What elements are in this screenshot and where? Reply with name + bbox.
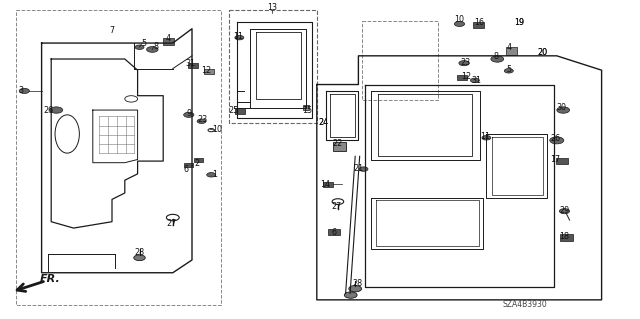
Text: 30: 30 [557, 103, 567, 112]
Text: 10: 10 [454, 15, 465, 24]
Text: 24: 24 [318, 118, 328, 127]
Text: 13: 13 [267, 4, 277, 12]
Text: SZA4B3930: SZA4B3930 [502, 300, 547, 309]
Text: 31: 31 [186, 59, 196, 68]
Circle shape [50, 107, 63, 113]
FancyBboxPatch shape [204, 69, 214, 74]
Circle shape [504, 69, 513, 73]
Text: 6: 6 [183, 165, 188, 174]
Circle shape [19, 88, 29, 93]
Circle shape [184, 112, 194, 117]
Text: 27: 27 [166, 219, 177, 228]
Bar [560, 234, 573, 241]
Text: 31: 31 [472, 76, 482, 85]
Circle shape [235, 35, 244, 40]
Text: 29: 29 [559, 206, 570, 215]
Text: 5: 5 [506, 65, 511, 74]
Text: 9: 9 [186, 109, 191, 118]
Circle shape [559, 209, 570, 214]
Text: 21: 21 [353, 164, 364, 173]
Text: 1: 1 [212, 170, 217, 179]
Text: 11: 11 [233, 32, 243, 41]
Bar [457, 75, 467, 80]
Circle shape [454, 21, 465, 26]
Circle shape [166, 214, 179, 221]
Circle shape [147, 47, 158, 52]
Circle shape [359, 167, 368, 171]
Text: 17: 17 [550, 155, 561, 164]
Text: 4: 4 [506, 43, 511, 52]
Bar [556, 158, 568, 164]
Text: 11: 11 [480, 132, 490, 141]
Text: 8: 8 [493, 52, 499, 61]
Text: 2: 2 [195, 159, 200, 168]
Circle shape [134, 255, 145, 261]
Circle shape [557, 107, 570, 113]
Text: 4: 4 [165, 34, 170, 43]
Text: 3: 3 [18, 86, 23, 95]
Bar [323, 182, 333, 187]
Text: 20: 20 [538, 48, 548, 57]
Text: 15: 15 [302, 106, 312, 115]
FancyBboxPatch shape [506, 47, 517, 55]
Bar [473, 22, 484, 28]
Text: 26: 26 [43, 106, 53, 115]
Circle shape [344, 292, 357, 298]
Bar [188, 63, 198, 68]
Bar [184, 163, 193, 167]
FancyBboxPatch shape [163, 38, 174, 45]
Text: 19: 19 [515, 19, 525, 27]
Text: 18: 18 [559, 232, 570, 241]
Text: 23: 23 [461, 58, 471, 67]
Text: 26: 26 [550, 134, 561, 143]
Circle shape [550, 137, 564, 144]
Bar [235, 108, 245, 114]
Text: 27: 27 [331, 202, 341, 211]
Text: 6: 6 [332, 228, 337, 237]
Text: 28: 28 [352, 279, 362, 288]
Text: 10: 10 [212, 125, 223, 134]
Text: 22: 22 [333, 139, 343, 148]
FancyBboxPatch shape [333, 142, 346, 151]
Text: 23: 23 [197, 115, 207, 124]
Circle shape [349, 286, 362, 292]
Text: 16: 16 [474, 19, 484, 27]
Text: 24: 24 [318, 118, 328, 127]
Text: 12: 12 [461, 72, 471, 81]
Circle shape [470, 78, 479, 83]
Circle shape [482, 136, 491, 140]
FancyBboxPatch shape [303, 105, 309, 110]
Text: 8: 8 [153, 42, 158, 51]
Text: 7: 7 [109, 26, 115, 35]
Text: 5: 5 [141, 39, 147, 48]
Text: FR.: FR. [40, 274, 60, 284]
Circle shape [491, 56, 504, 62]
Bar [194, 158, 203, 162]
Text: 12: 12 [201, 66, 211, 75]
Circle shape [207, 173, 216, 177]
Circle shape [459, 61, 469, 66]
Text: 28: 28 [134, 248, 145, 256]
Text: 20: 20 [538, 48, 548, 57]
Circle shape [197, 119, 206, 123]
Text: 19: 19 [515, 19, 525, 27]
Bar [328, 229, 340, 235]
Text: 25: 25 [228, 106, 239, 115]
Circle shape [332, 199, 344, 204]
Circle shape [135, 45, 144, 49]
Text: 14: 14 [320, 180, 330, 189]
